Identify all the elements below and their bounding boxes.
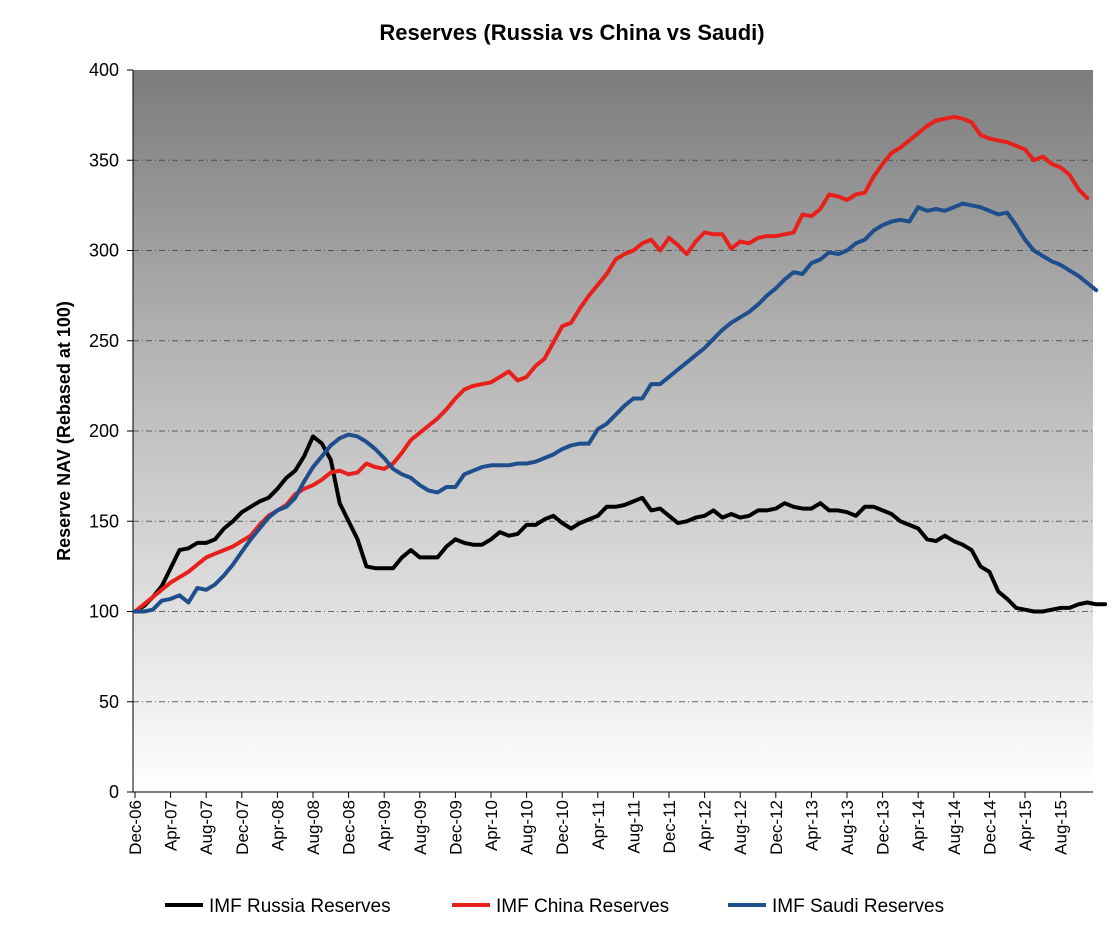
y-tick-label: 200: [89, 421, 119, 441]
y-axis-ticks: 0 50 100 150 200 250 300 350 400: [89, 60, 133, 802]
x-tick-label: Aug-07: [197, 800, 216, 855]
y-tick-label: 400: [89, 60, 119, 80]
x-tick-label: Apr-14: [909, 800, 928, 851]
y-axis-label: Reserve NAV (Rebased at 100): [54, 301, 74, 561]
x-tick-label: Apr-12: [696, 800, 715, 851]
y-tick-label: 350: [89, 150, 119, 170]
x-tick-label: Aug-15: [1052, 800, 1071, 855]
x-tick-label: Aug-13: [838, 800, 857, 855]
y-tick-label: 150: [89, 511, 119, 531]
x-tick-label: Aug-11: [624, 800, 643, 854]
x-tick-label: Dec-09: [446, 800, 465, 855]
legend: IMF Russia Reserves IMF China Reserves IMF…: [165, 896, 944, 917]
x-tick-label: Dec-06: [126, 800, 145, 855]
series-line-imf-china-reserves: [133, 114, 1090, 614]
x-tick-label: Aug-09: [411, 800, 430, 855]
legend-label-imf-saudi-reserves: IMF Saudi Reserves: [772, 896, 944, 917]
x-tick-label: Dec-10: [553, 800, 572, 855]
x-tick-label: Dec-13: [874, 800, 893, 855]
x-tick-label: Dec-08: [340, 800, 359, 855]
x-tick-label: Apr-09: [375, 800, 394, 851]
series-line-imf-russia-reserves: [133, 434, 1108, 614]
x-tick-label: Apr-15: [1016, 800, 1035, 851]
x-axis-ticks: Dec-06 Apr-07 Aug-07 Dec-07 Apr-08 Aug-08 Dec-…: [126, 792, 1071, 855]
series-line-imf-saudi-reserves: [133, 201, 1099, 614]
series-lines: [133, 114, 1108, 614]
x-tick-label: Apr-13: [802, 800, 821, 851]
y-tick-label: 0: [109, 782, 119, 802]
y-tick-label: 250: [89, 331, 119, 351]
legend-label-imf-china-reserves: IMF China Reserves: [496, 896, 669, 917]
x-tick-label: Aug-12: [731, 800, 750, 855]
x-tick-label: Dec-12: [767, 800, 786, 855]
y-tick-label: 300: [89, 241, 119, 261]
legend-label-imf-russia-reserves: IMF Russia Reserves: [209, 896, 391, 917]
y-tick-label: 100: [89, 602, 119, 622]
x-tick-label: Apr-07: [162, 800, 181, 851]
x-tick-label: Aug-08: [304, 800, 323, 855]
x-tick-label: Apr-11: [589, 800, 608, 850]
x-tick-label: Dec-11: [660, 800, 679, 854]
x-tick-label: Aug-14: [945, 800, 964, 855]
y-tick-label: 50: [99, 692, 119, 712]
x-tick-label: Apr-08: [268, 800, 287, 851]
x-tick-label: Aug-10: [518, 800, 537, 855]
chart-title: Reserves (Russia vs China vs Saudi): [379, 20, 764, 45]
x-tick-label: Apr-10: [482, 800, 501, 851]
gridlines: [133, 159, 1093, 703]
x-tick-label: Dec-07: [233, 800, 252, 855]
x-tick-label: Dec-14: [980, 800, 999, 855]
